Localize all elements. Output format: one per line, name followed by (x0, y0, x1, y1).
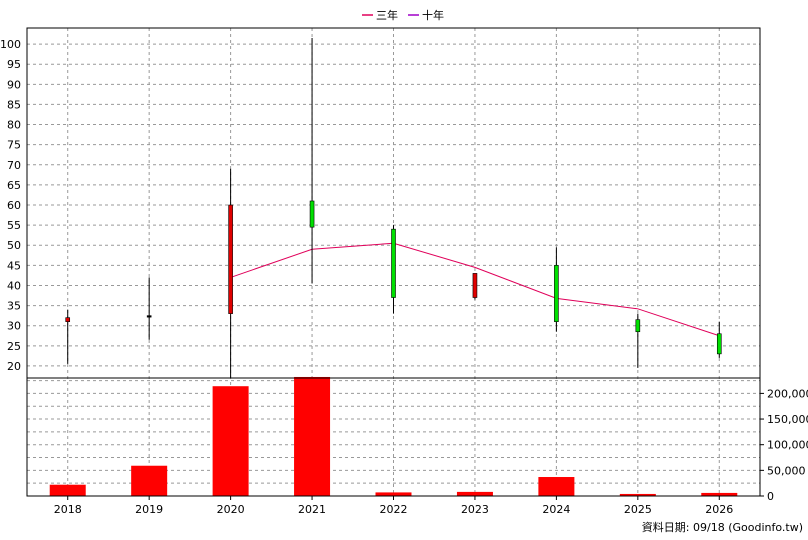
volume-bar (49, 484, 86, 496)
volume-bar (619, 493, 656, 496)
volume-bar (212, 386, 249, 496)
price-tick-label: 55 (7, 219, 21, 232)
x-tick-label: 2024 (542, 503, 570, 516)
price-axis-ticks: 20 25 30 35 40 45 50 55 60 65 70 75 80 85 90 95 100 (0, 38, 21, 373)
price-tick-label: 70 (7, 159, 21, 172)
price-tick-label: 25 (7, 340, 21, 353)
x-tick-label: 2022 (380, 503, 408, 516)
volume-bar (375, 492, 412, 496)
candle-body (146, 315, 152, 318)
legend-label-three-year: 三年 (376, 8, 398, 22)
candle-body (391, 228, 396, 298)
volume-bars (49, 376, 738, 496)
price-tick-label: 85 (7, 98, 21, 111)
price-tick-label: 75 (7, 139, 21, 152)
price-tick-label: 45 (7, 259, 21, 272)
candle-body (635, 319, 641, 333)
x-tick-label: 2018 (54, 503, 82, 516)
x-axis-ticks: 2018 2019 2020 2021 2022 2023 2024 2025 2026 (54, 496, 733, 516)
volume-bar (131, 465, 168, 496)
candle-body (228, 204, 233, 314)
volume-tick-label: 150,000 (767, 413, 808, 426)
volume-bar (456, 491, 493, 496)
price-tick-label: 100 (0, 38, 21, 51)
price-tick-label: 30 (7, 320, 21, 333)
volume-bar (294, 376, 331, 496)
x-tick-label: 2025 (624, 503, 652, 516)
source-label: 資料日期: 09/18 (Goodinfo.tw) (642, 520, 803, 534)
price-tick-label: 50 (7, 239, 21, 252)
volume-tick-label: 100,000 (767, 439, 808, 452)
volume-tick-label: 200,000 (767, 387, 808, 400)
x-tick-label: 2020 (217, 503, 245, 516)
price-tick-label: 65 (7, 179, 21, 192)
candle-body (472, 273, 478, 298)
candle-body (554, 265, 559, 322)
volume-tick-label: 0 (767, 490, 774, 503)
price-tick-label: 95 (7, 58, 21, 71)
volume-bar (701, 492, 738, 496)
x-tick-label: 2019 (135, 503, 163, 516)
candle-body (716, 333, 722, 355)
legend-label-ten-year: 十年 (422, 8, 444, 22)
price-tick-label: 80 (7, 119, 21, 132)
volume-panel-frame (26, 377, 761, 497)
price-tick-label: 60 (7, 199, 21, 212)
volume-tick-label: 50,000 (767, 464, 806, 477)
candle-body (65, 317, 71, 322)
candle-body (309, 200, 315, 228)
x-tick-label: 2023 (461, 503, 489, 516)
volume-axis-ticks: 0 50,000 100,000 150,000 200,000 (760, 387, 808, 503)
candlesticks (65, 38, 722, 378)
x-tick-label: 2026 (705, 503, 733, 516)
x-tick-label: 2021 (298, 503, 326, 516)
price-tick-label: 20 (7, 360, 21, 373)
price-tick-label: 35 (7, 300, 21, 313)
price-tick-label: 90 (7, 78, 21, 91)
legend: 三年 十年 (362, 8, 444, 22)
volume-bar (538, 477, 575, 496)
price-tick-label: 40 (7, 279, 21, 292)
